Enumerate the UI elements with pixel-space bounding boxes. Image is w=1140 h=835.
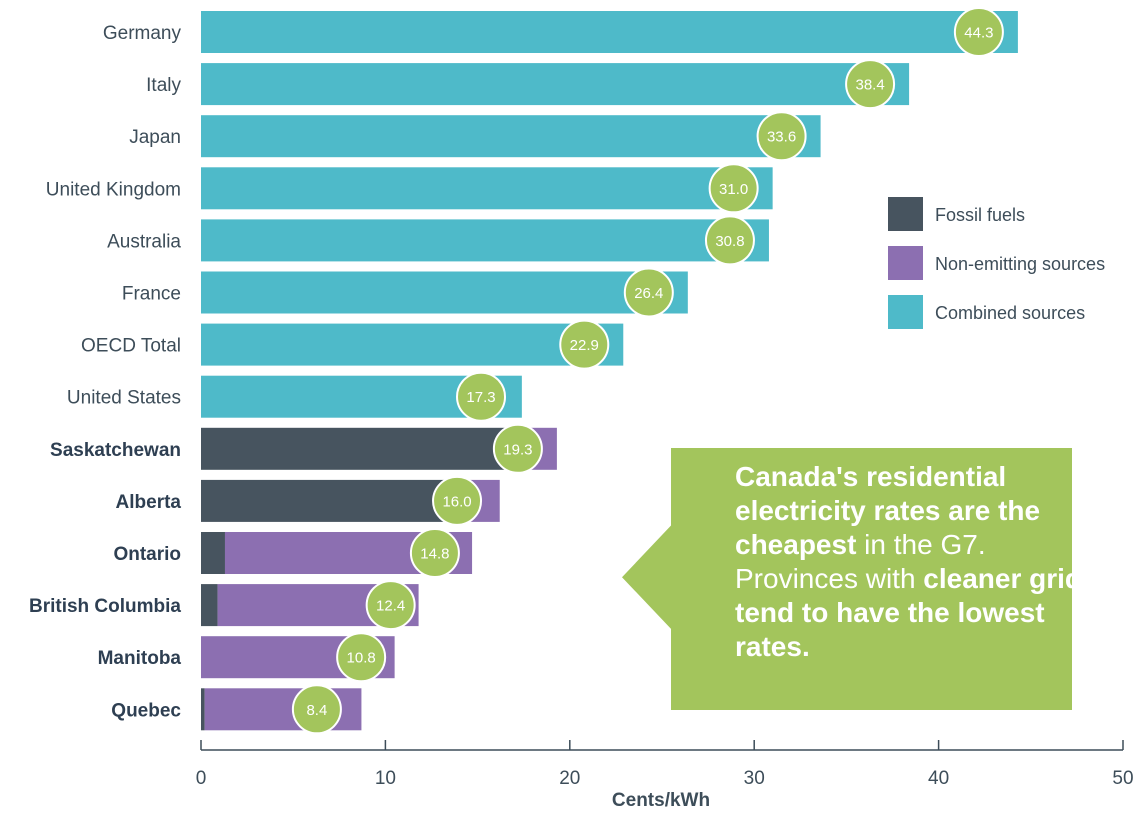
value-label-germany: 44.3 — [964, 25, 993, 42]
x-tick-label-20: 20 — [559, 768, 580, 789]
value-label-manitoba: 10.8 — [347, 650, 376, 667]
bar-united-kingdom-combined-sources — [201, 167, 773, 209]
category-label-saskatchewan: Saskatchewan — [50, 440, 181, 461]
value-label-saskatchewan: 19.3 — [503, 441, 532, 458]
value-label-oecd-total: 22.9 — [570, 337, 599, 354]
bar-quebec-fossil-fuels — [201, 688, 205, 730]
bar-italy-combined-sources — [201, 63, 909, 105]
legend-swatch-combined-sources — [888, 295, 923, 329]
value-label-ontario: 14.8 — [420, 546, 449, 563]
category-label-japan: Japan — [129, 127, 181, 148]
x-tick-label-10: 10 — [375, 768, 396, 789]
category-labels: Germany Italy Japan United Kingdom Australia… — [29, 23, 182, 721]
value-label-alberta: 16.0 — [442, 493, 471, 510]
bar-ontario-fossil-fuels — [201, 532, 225, 574]
bar-alberta-fossil-fuels — [201, 480, 470, 522]
x-tick-label-50: 50 — [1112, 768, 1133, 789]
legend-label-combined-sources: Combined sources — [935, 303, 1085, 323]
legend-swatch-non-emitting-sources — [888, 246, 923, 280]
value-label-japan: 33.6 — [767, 129, 796, 146]
legend-label-non-emitting-sources: Non-emitting sources — [935, 254, 1105, 274]
x-tick-label-30: 30 — [744, 768, 765, 789]
category-label-oecd-total: OECD Total — [81, 336, 181, 357]
category-label-manitoba: Manitoba — [98, 648, 182, 669]
category-label-quebec: Quebec — [111, 700, 181, 721]
category-label-germany: Germany — [103, 23, 182, 44]
bar-france-combined-sources — [201, 272, 688, 314]
category-label-alberta: Alberta — [116, 492, 182, 513]
category-label-united-states: United States — [67, 388, 181, 409]
bar-japan-combined-sources — [201, 115, 821, 157]
category-label-italy: Italy — [146, 75, 181, 96]
category-label-australia: Australia — [107, 231, 181, 252]
x-axis: 0 10 20 30 40 50 — [196, 740, 1134, 789]
callout-text: Canada's residential electricity rates a… — [735, 460, 1115, 664]
value-label-british-columbia: 12.4 — [376, 598, 405, 615]
value-label-united-states: 17.3 — [466, 389, 495, 406]
value-label-australia: 30.8 — [715, 233, 744, 250]
value-label-quebec: 8.4 — [306, 702, 327, 719]
category-label-france: France — [122, 284, 181, 305]
x-axis-title: Cents/kWh — [612, 790, 710, 811]
legend-swatch-fossil-fuels — [888, 197, 923, 231]
bar-germany-combined-sources — [201, 11, 1018, 53]
legend: Fossil fuels Non-emitting sources Combined… — [888, 197, 1105, 329]
value-label-united-kingdom: 31.0 — [719, 181, 748, 198]
bar-british-columbia-fossil-fuels — [201, 584, 218, 626]
value-label-italy: 38.4 — [855, 77, 884, 94]
value-label-france: 26.4 — [634, 285, 663, 302]
bar-australia-combined-sources — [201, 219, 769, 261]
x-tick-label-0: 0 — [196, 768, 207, 789]
bar-saskatchewan-fossil-fuels — [201, 428, 516, 470]
category-label-british-columbia: British Columbia — [29, 596, 181, 617]
legend-label-fossil-fuels: Fossil fuels — [935, 205, 1025, 225]
category-label-united-kingdom: United Kingdom — [46, 179, 181, 200]
x-tick-label-40: 40 — [928, 768, 949, 789]
category-label-ontario: Ontario — [113, 544, 181, 565]
